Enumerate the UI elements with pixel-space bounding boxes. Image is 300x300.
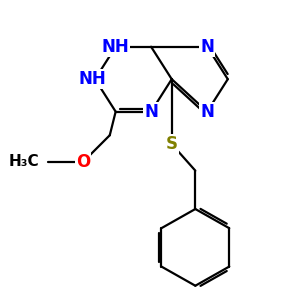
Text: NH: NH xyxy=(78,70,106,88)
Text: O: O xyxy=(76,153,90,171)
Text: S: S xyxy=(166,135,178,153)
Text: N: N xyxy=(144,103,158,121)
Text: NH: NH xyxy=(102,38,130,56)
Text: N: N xyxy=(200,103,214,121)
Text: H₃C: H₃C xyxy=(8,154,39,169)
Text: N: N xyxy=(200,38,214,56)
